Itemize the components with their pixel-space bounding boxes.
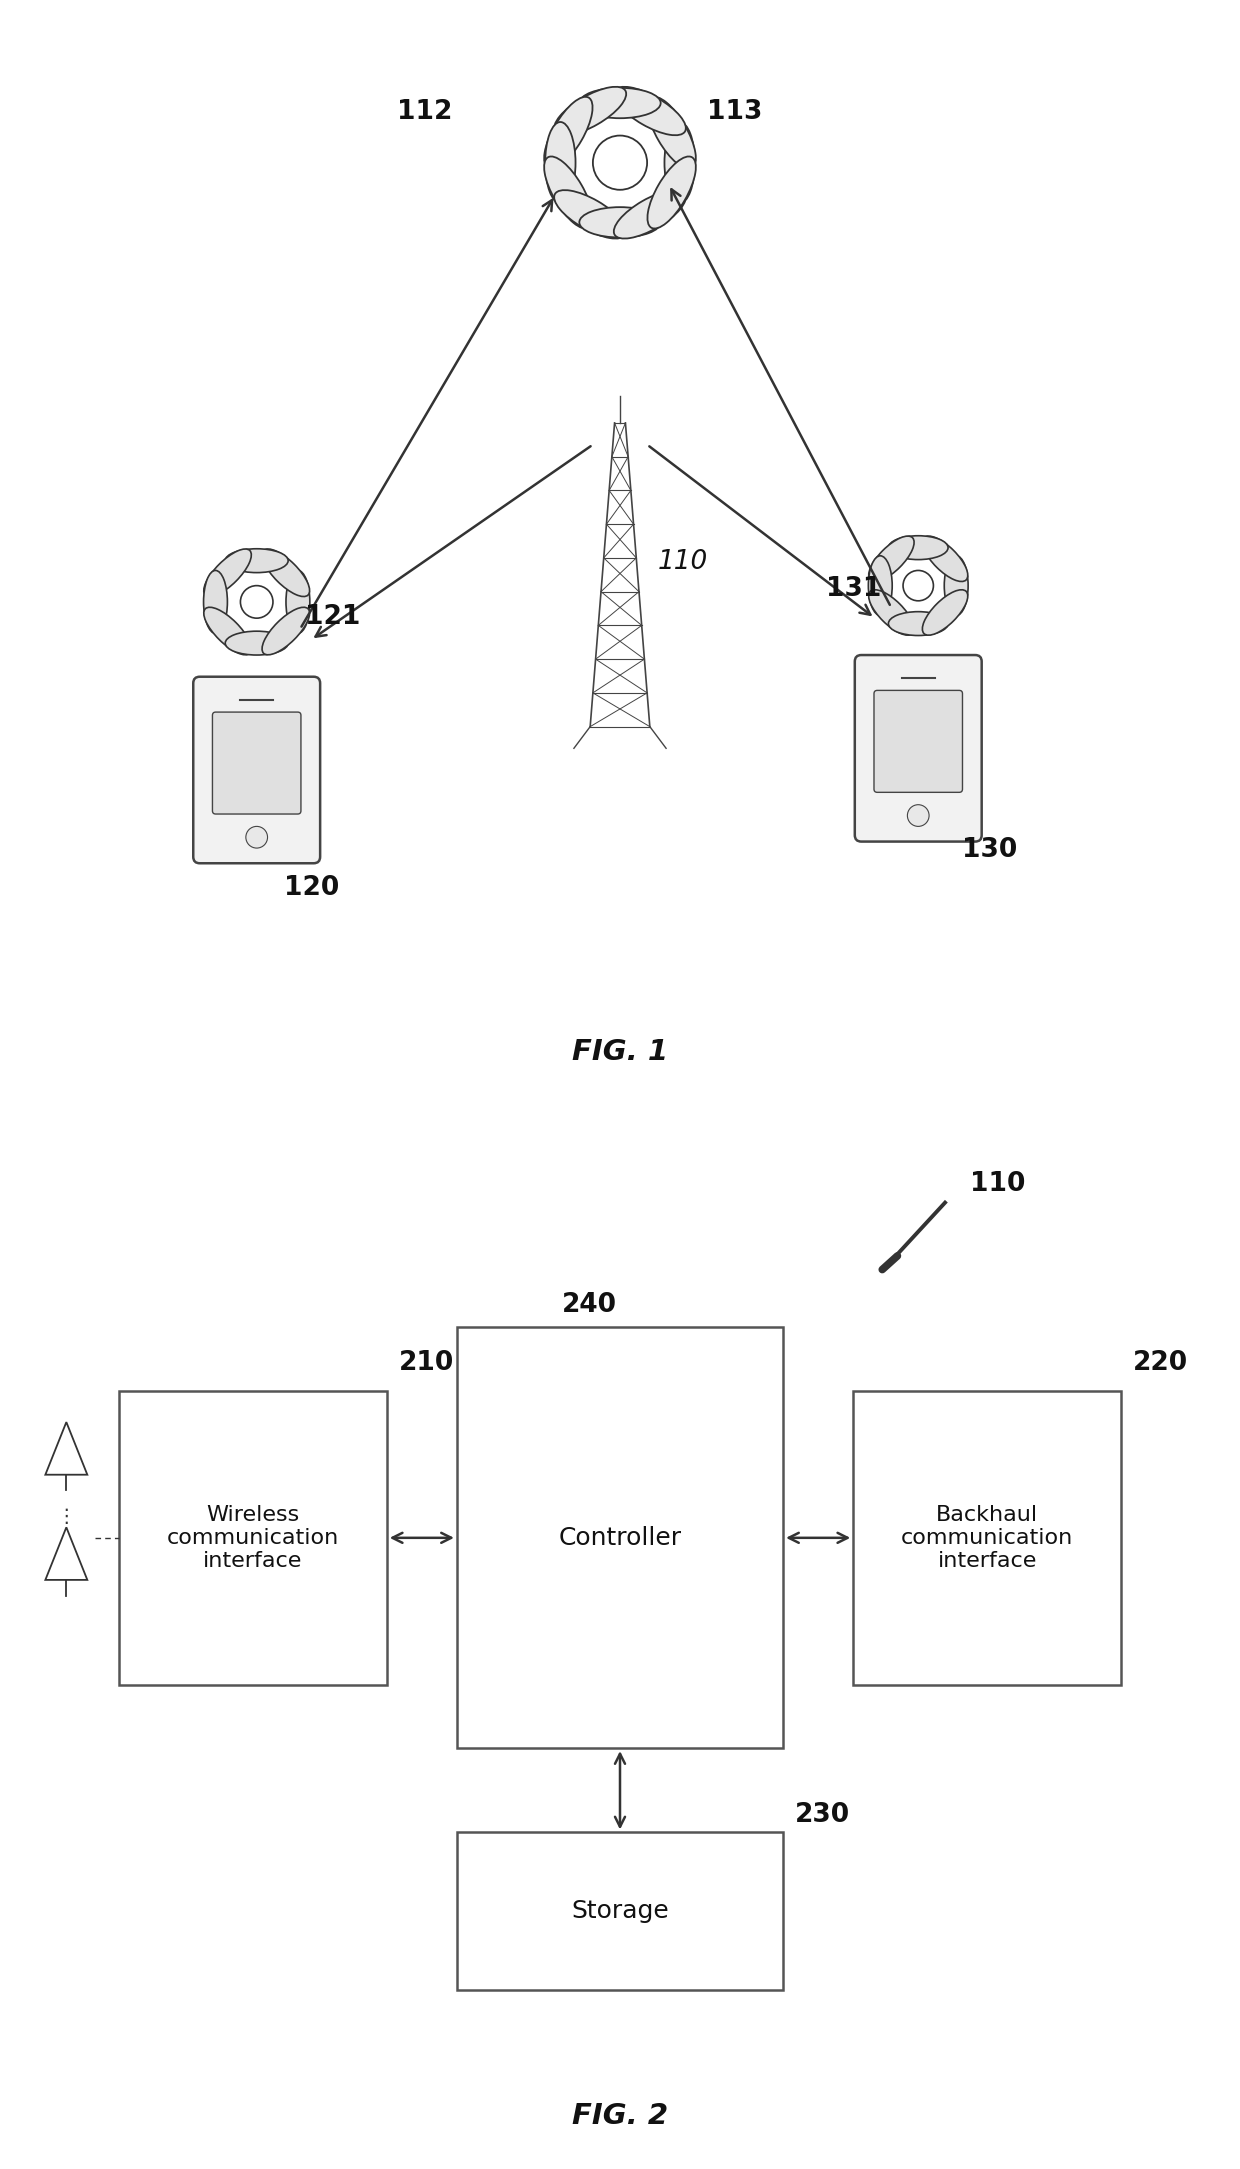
Ellipse shape [203, 607, 252, 655]
FancyBboxPatch shape [456, 1327, 784, 1748]
FancyBboxPatch shape [853, 1390, 1121, 1685]
Ellipse shape [544, 98, 593, 169]
Ellipse shape [286, 570, 310, 633]
Ellipse shape [554, 87, 626, 134]
Ellipse shape [647, 98, 696, 169]
Ellipse shape [869, 536, 914, 581]
Ellipse shape [923, 590, 967, 636]
Ellipse shape [579, 87, 661, 117]
Text: 113: 113 [707, 100, 763, 126]
Ellipse shape [888, 536, 949, 560]
Text: 112: 112 [397, 100, 451, 126]
Circle shape [593, 134, 647, 189]
Ellipse shape [554, 191, 626, 239]
Ellipse shape [614, 87, 686, 134]
Text: Backhaul
communication
interface: Backhaul communication interface [901, 1505, 1074, 1570]
FancyBboxPatch shape [193, 677, 320, 863]
FancyBboxPatch shape [456, 1833, 784, 1991]
Text: 220: 220 [1133, 1349, 1188, 1375]
Text: 120: 120 [284, 874, 339, 900]
Text: 110: 110 [658, 549, 708, 575]
Ellipse shape [647, 156, 696, 228]
Circle shape [246, 826, 268, 848]
Ellipse shape [226, 631, 288, 655]
Text: Storage: Storage [572, 1900, 668, 1924]
Ellipse shape [868, 555, 893, 616]
Ellipse shape [262, 607, 310, 655]
Circle shape [908, 805, 929, 826]
Ellipse shape [203, 570, 227, 633]
Text: 131: 131 [826, 577, 882, 603]
Ellipse shape [226, 549, 288, 573]
Ellipse shape [579, 208, 661, 239]
Text: 121: 121 [305, 603, 361, 629]
Ellipse shape [203, 549, 252, 596]
Ellipse shape [665, 121, 694, 204]
Text: Wireless
communication
interface: Wireless communication interface [166, 1505, 339, 1570]
Ellipse shape [262, 549, 310, 596]
FancyBboxPatch shape [119, 1390, 387, 1685]
Ellipse shape [945, 555, 968, 616]
Text: ⋮: ⋮ [57, 1507, 76, 1527]
Circle shape [903, 570, 934, 601]
Circle shape [241, 586, 273, 618]
FancyBboxPatch shape [854, 655, 982, 842]
Text: 240: 240 [562, 1293, 616, 1317]
Text: 230: 230 [795, 1802, 849, 1828]
Text: 130: 130 [961, 837, 1017, 863]
Text: 110: 110 [970, 1171, 1025, 1197]
Ellipse shape [546, 121, 575, 204]
Text: FIG. 2: FIG. 2 [572, 2102, 668, 2130]
FancyBboxPatch shape [212, 711, 301, 813]
Text: 210: 210 [398, 1349, 454, 1375]
Ellipse shape [888, 612, 949, 636]
Ellipse shape [869, 590, 914, 636]
FancyBboxPatch shape [874, 690, 962, 792]
Ellipse shape [923, 536, 967, 581]
Text: Controller: Controller [558, 1525, 682, 1551]
Ellipse shape [614, 191, 686, 239]
Ellipse shape [544, 156, 593, 228]
Text: FIG. 1: FIG. 1 [572, 1039, 668, 1065]
